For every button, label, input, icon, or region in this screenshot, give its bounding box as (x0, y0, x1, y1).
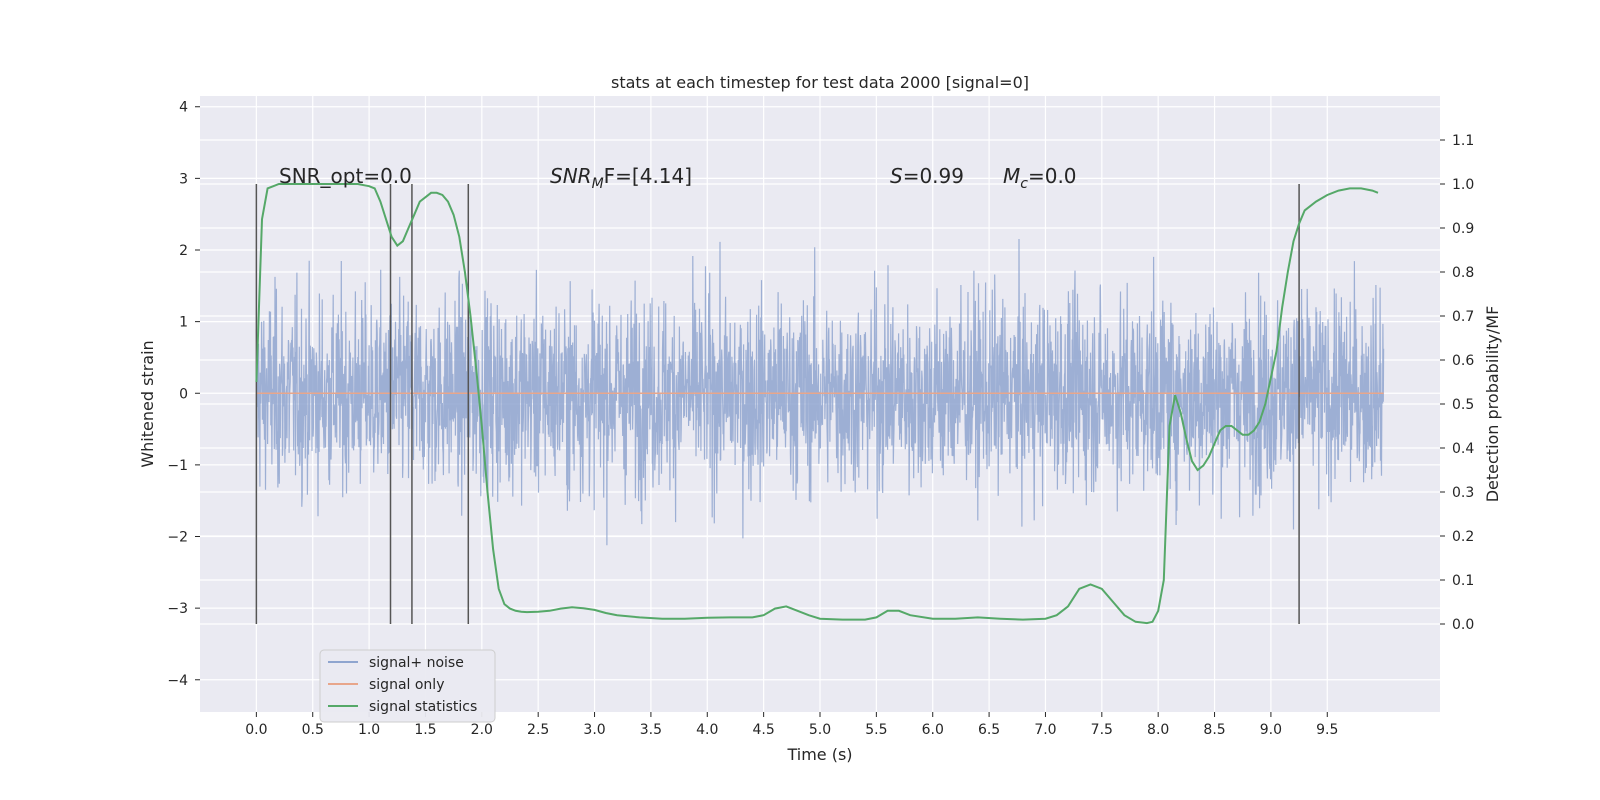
y-right-tick-label: 0.5 (1452, 397, 1474, 413)
y-right-tick-label: 0.9 (1452, 221, 1474, 237)
x-tick-label: 5.0 (809, 722, 831, 738)
x-tick-label: 1.5 (414, 722, 436, 738)
y-right-tick-labels: 1.1 1.0 0.9 0.8 0.7 0.6 0.5 0.4 0.3 0.2 0.1 0.0 (1440, 133, 1474, 633)
x-tick-label: 1.0 (358, 722, 380, 738)
x-tick-label: 2.0 (471, 722, 493, 738)
x-tick-label: 9.5 (1316, 722, 1338, 738)
x-tick-label: 9.0 (1260, 722, 1282, 738)
x-tick-label: 4.5 (753, 722, 775, 738)
y-right-tick-label: 1.1 (1452, 133, 1474, 149)
x-tick-label: 8.5 (1203, 722, 1225, 738)
legend-label-signal-only: signal only (369, 677, 444, 693)
x-tick-label: 3.0 (583, 722, 605, 738)
statistics-line (255, 183, 1379, 625)
x-tick-label: 6.5 (978, 722, 1000, 738)
y-tick-label: −1 (167, 458, 188, 474)
y-tick-label: −4 (167, 673, 188, 689)
y-right-tick-label: 0.6 (1452, 353, 1474, 369)
legend-label-statistics: signal statistics (369, 699, 477, 715)
y-right-tick-label: 0.4 (1452, 441, 1474, 457)
y-tick-label: 1 (179, 315, 188, 331)
y-right-tick-label: 0.0 (1452, 617, 1474, 633)
x-tick-label: 3.5 (640, 722, 662, 738)
y-right-tick-label: 0.8 (1452, 265, 1474, 281)
x-tick-label: 7.0 (1034, 722, 1056, 738)
x-axis-label: Time (s) (786, 745, 852, 764)
annotation-snr-mf: SNRMF=[4.14] (550, 164, 692, 192)
y-tick-label: 0 (179, 386, 188, 402)
y-tick-label: 4 (179, 100, 188, 116)
y-right-axis-label: Detection probability/MF (1483, 306, 1502, 503)
legend: signal+ noise signal only signal statist… (319, 649, 496, 723)
y-right-tick-label: 0.7 (1452, 309, 1474, 325)
y-tick-label: −3 (167, 601, 188, 617)
annotation-s: S=0.99 (890, 164, 964, 188)
x-tick-label: 4.0 (696, 722, 718, 738)
chart-title: stats at each timestep for test data 200… (611, 73, 1029, 92)
x-tick-label: 2.5 (527, 722, 549, 738)
signal-statistics-series (255, 183, 1379, 625)
y-tick-labels: 4 3 2 1 0 −1 −2 −3 −4 (167, 100, 200, 689)
x-tick-label: 5.5 (865, 722, 887, 738)
y-right-tick-label: 1.0 (1452, 177, 1474, 193)
annotation-mc: Mc=0.0 (1003, 164, 1077, 192)
vertical-markers (255, 184, 1300, 624)
legend-label-noise: signal+ noise (369, 655, 464, 671)
x-tick-label: 8.0 (1147, 722, 1169, 738)
x-tick-label: 7.5 (1091, 722, 1113, 738)
legend-box (319, 649, 496, 723)
x-tick-label: 0.5 (302, 722, 324, 738)
x-tick-label: 6.0 (922, 722, 944, 738)
annotation-snr-opt: SNR_opt=0.0 (279, 164, 412, 188)
y-tick-label: 3 (179, 171, 188, 187)
y-right-tick-label: 0.1 (1452, 573, 1474, 589)
x-tick-labels: 0.0 0.5 1.0 1.5 2.0 2.5 3.0 3.5 4.0 4.5 5.0 5.5 6.0 6… (245, 712, 1338, 738)
y-tick-label: −2 (167, 530, 188, 546)
y-axis-label: Whitened strain (138, 340, 157, 467)
x-tick-label: 0.0 (245, 722, 267, 738)
y-right-tick-label: 0.2 (1452, 529, 1474, 545)
y-right-tick-label: 0.3 (1452, 485, 1474, 501)
y-tick-label: 2 (179, 243, 188, 259)
